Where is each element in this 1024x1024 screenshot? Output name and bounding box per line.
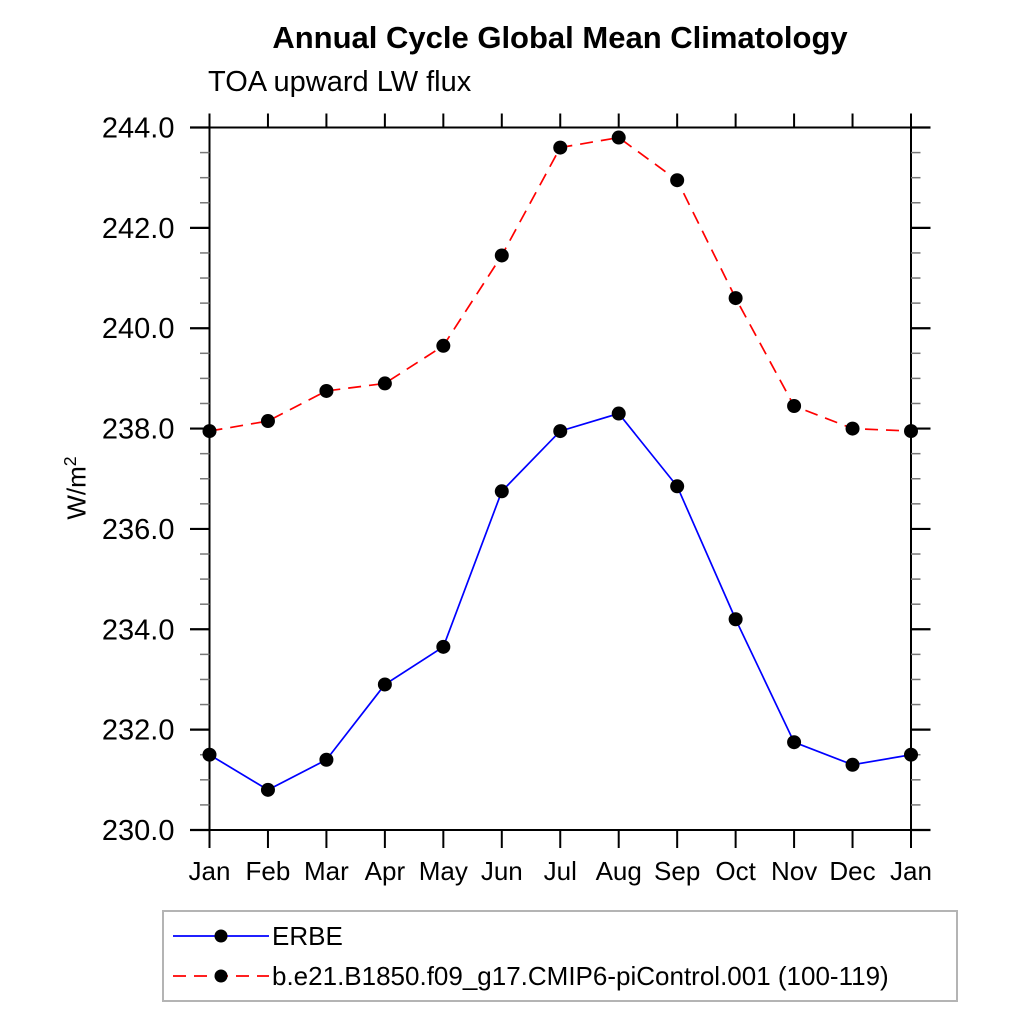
y-axis-tick-label: 230.0 [102,815,175,847]
y-axis-tick-label: 240.0 [102,313,175,345]
series-line-0 [209,412,912,791]
x-axis-tick-label: Jun [481,856,523,886]
x-axis-tick-label: May [419,856,468,886]
data-point-marker [728,612,743,627]
data-point-marker [260,782,275,797]
legend-sample-marker [214,969,228,983]
x-axis-tick-label: Oct [715,856,756,886]
data-point-marker [494,248,509,263]
legend-line-sample-0 [173,929,269,943]
data-point-marker [436,338,451,353]
data-point-marker [436,639,451,654]
data-point-marker [904,424,918,439]
x-axis-tick-label: Apr [365,856,406,886]
chart-subtitle: TOA upward LW flux [208,66,472,98]
y-axis-tick-label: 238.0 [102,414,175,446]
x-axis-tick-label: Feb [246,856,291,886]
data-point-marker [845,757,860,772]
legend-label-1: b.e21.B1850.f09_g17.CMIP6-piControl.001 … [272,960,889,991]
legend-line-sample-1 [173,969,269,983]
x-axis-tick-label: Mar [304,856,349,886]
chart-title: Annual Cycle Global Mean Climatology [272,20,848,55]
x-axis-tick-label: Jul [544,856,577,886]
legend-box: ERBE b.e21.B1850.f09_g17.CMIP6-piControl.… [162,910,958,1002]
legend-sample-marker [214,929,228,943]
data-point-marker [845,421,860,436]
x-axis-tick-label: Jan [189,856,231,886]
legend-item-0: ERBE [164,916,956,956]
data-point-marker [377,376,392,391]
x-axis-tick-label: Dec [829,856,875,886]
plot-border [208,126,912,831]
data-point-marker [787,398,802,413]
data-point-marker [553,140,568,155]
data-point-marker [202,747,217,762]
data-point-marker [611,406,626,421]
data-point-marker [260,414,275,429]
data-point-marker [377,677,392,692]
data-point-marker [670,479,685,494]
y-axis-tick-label: 242.0 [102,213,175,245]
data-point-marker [319,752,334,767]
series-line-1 [209,136,912,432]
x-axis-tick-label: Nov [771,856,817,886]
data-point-marker [553,424,568,439]
data-point-marker [611,130,626,145]
data-point-marker [787,735,802,750]
y-axis-tick-label: 244.0 [102,113,175,145]
x-axis-tick-label: Jan [890,856,932,886]
data-point-marker [904,747,918,762]
data-point-marker [728,291,743,306]
legend-label-0: ERBE [272,920,343,951]
data-point-marker [494,484,509,499]
x-axis-tick-label: Sep [654,856,700,886]
data-point-marker [202,424,217,439]
legend-item-1: b.e21.B1850.f09_g17.CMIP6-piControl.001 … [164,956,956,996]
data-point-marker [670,173,685,188]
y-axis-tick-label: 236.0 [102,514,175,546]
x-axis-tick-label: Aug [596,856,642,886]
y-axis-tick-label: 234.0 [102,614,175,646]
data-point-marker [319,383,334,398]
y-axis-tick-label: 232.0 [102,715,175,747]
